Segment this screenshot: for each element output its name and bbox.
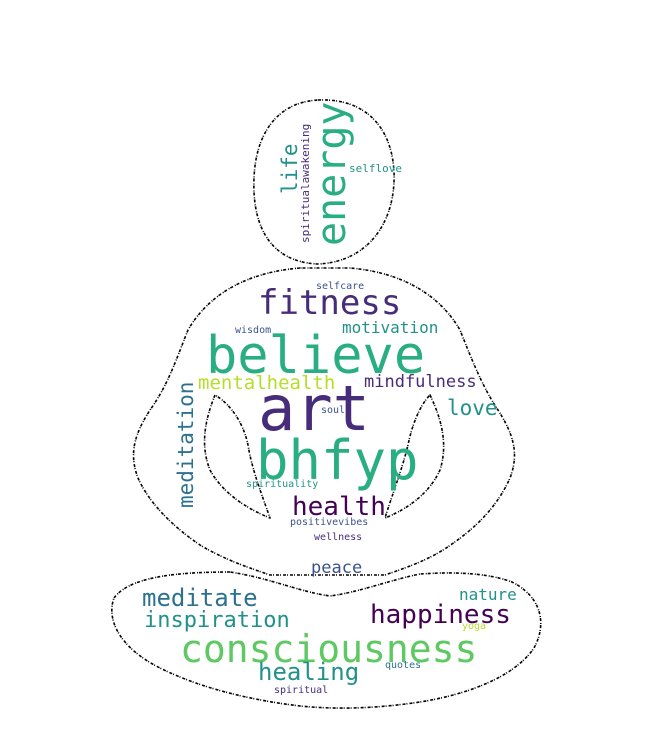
word-healing: healing [258,658,360,686]
body-outline [132,267,516,576]
word-mentalhealth: mentalhealth [198,372,336,394]
word-believe: believe [206,326,426,386]
word-peace: peace [311,558,363,578]
legs-outline [111,571,542,709]
word-motivation: motivation [342,318,439,337]
word-fitness: fitness [258,283,402,323]
word-consciousness: consciousness [180,627,478,671]
word-inspiration: inspiration [144,608,290,633]
word-wellness: wellness [314,532,363,543]
word-spirituality: spirituality [246,479,319,490]
word-art: art [258,372,370,445]
right-arm-loop [384,394,445,519]
word-quotes: quotes [385,660,422,671]
head-outline [253,99,395,265]
word-life: life [278,143,302,194]
word-positivevibes: positivevibes [290,517,369,528]
word-mindfulness: mindfulness [364,372,477,392]
word-spiritual: spiritual [274,685,329,696]
word-wisdom: wisdom [235,325,272,336]
word-soul: soul [321,405,346,416]
word-selflove: selflove [349,162,402,175]
left-arm-loop [203,394,271,519]
word-happiness: happiness [370,600,511,630]
word-spiritualawakening: spiritualawakening [299,123,312,243]
word-yoga: yoga [462,621,487,632]
word-bhfyp: bhfyp [256,429,419,492]
word-meditate: meditate [142,584,258,612]
word-health: health [292,492,386,522]
word-energy: energy [309,101,355,247]
word-nature: nature [459,585,517,604]
word-meditation: meditation [174,381,198,508]
word-love: love [447,396,498,420]
word-selfcare: selfcare [316,281,365,292]
